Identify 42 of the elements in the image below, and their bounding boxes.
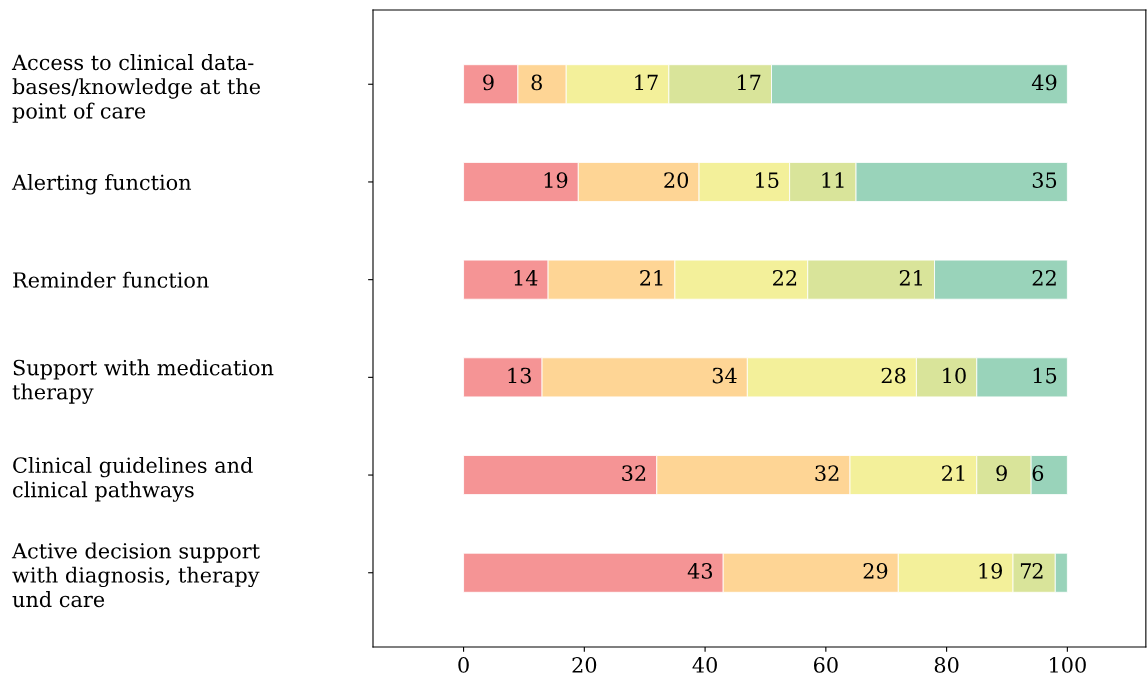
data-label: 7 [1020,563,1031,579]
data-label: 6 [1032,465,1044,482]
data-label: 28 [881,367,906,384]
y-tick-label: Alerting function [11,174,192,195]
y-tick-label: Active decision support with diagnosis, therapy und care [11,542,260,608]
data-label: 22 [773,269,797,286]
data-label: 35 [1032,172,1057,188]
data-label: 2 [1032,563,1043,579]
y-tick-label: Support with medication therapy [12,359,274,404]
data-label: 17 [737,74,761,90]
x-tick-label: 100 [1050,657,1086,673]
data-label: 20 [664,172,689,188]
data-label: 10 [943,367,966,384]
x-tick-label: 0 [458,657,469,673]
x-tick-label: 20 [572,657,597,673]
data-label: 15 [756,172,779,188]
data-label: 9 [483,74,494,91]
data-label: 21 [899,269,922,286]
data-label: 34 [712,367,737,384]
data-label: 43 [687,563,713,579]
x-tick-label: 60 [813,657,838,673]
data-label: 15 [1033,367,1057,384]
data-label: 32 [622,465,646,482]
y-tick-label: Access to clinical data- bases/knowledge at the point of care [11,54,261,123]
data-label: 9 [996,465,1007,482]
data-label: 21 [942,465,965,481]
data-label: 14 [514,269,538,286]
data-label: 29 [863,563,888,579]
data-label: 8 [531,74,542,91]
data-label: 32 [815,465,839,482]
data-label: 49 [1031,74,1057,91]
data-label: 11 [822,172,844,188]
data-label: 19 [544,172,568,188]
y-tick-label: Reminder function [13,271,209,288]
x-tick-label: 80 [934,657,959,673]
data-label: 22 [1032,269,1056,286]
data-label: 19 [979,563,1003,579]
data-label: 13 [508,367,531,384]
y-tick-label: Clinical guidelines and clinical pathways [13,456,253,502]
data-label: 17 [635,74,658,90]
data-label: 21 [640,269,663,286]
x-tick-label: 40 [692,657,717,673]
